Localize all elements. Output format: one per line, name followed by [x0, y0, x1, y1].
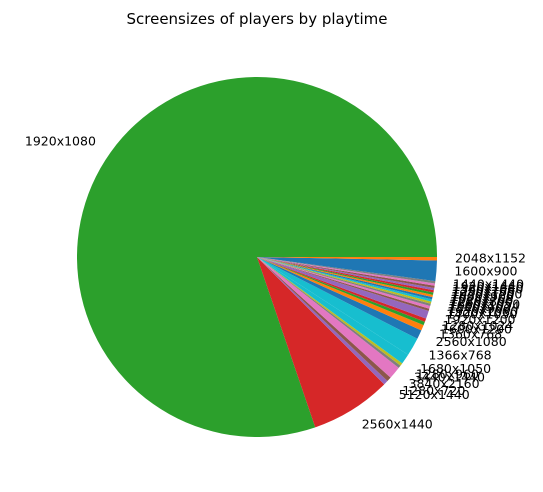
- pie-slice-label-8: 1366x768: [429, 347, 492, 362]
- pie-slice-14: [257, 257, 430, 312]
- pie-slice-1: [257, 257, 385, 428]
- pie-slice-label-21: 1600x900: [451, 289, 514, 304]
- pie-slice-19: [257, 257, 433, 300]
- pie-slice-3: [257, 257, 391, 382]
- pie-slice-label-12: 1280x1024: [442, 318, 513, 333]
- pie-slice-label-27: 1600x900: [454, 264, 517, 279]
- pie-slice-label-16: 1440x900: [448, 301, 511, 316]
- pie-slice-20: [257, 257, 433, 298]
- pie-slice-label-24: 1360x1080: [452, 281, 523, 296]
- pie-slice-2: [257, 257, 388, 385]
- pie-slice-label-18: 1680x1050: [449, 296, 520, 311]
- pie-slice-18: [257, 257, 432, 302]
- pie-slice-label-14: 1400x1050: [446, 307, 517, 322]
- pie-slice-16: [257, 257, 431, 307]
- pie-slice-label-25: 1920x1440: [453, 279, 524, 294]
- pie-slice-label-23: 1280x768: [452, 284, 515, 299]
- pie-slice-4: [257, 257, 399, 378]
- pie-slice-12: [257, 257, 427, 322]
- pie-slice-5: [257, 257, 401, 368]
- pie-slice-21: [257, 257, 434, 295]
- pie-slices: [77, 77, 437, 438]
- pie-slice-label-15: 1920x1080: [447, 304, 518, 319]
- pie-slice-27: [257, 257, 437, 282]
- pie-slice-label-9: 2560x1080: [436, 334, 507, 349]
- pie-slice-label-3: 1280x720: [402, 383, 465, 398]
- pie-slice-24: [257, 257, 435, 289]
- pie-slice-label-0: 1920x1080: [25, 133, 96, 148]
- pie-slice-label-13: 1920x1200: [444, 312, 515, 327]
- pie-slice-6: [257, 257, 403, 366]
- pie-slice-9: [257, 257, 422, 339]
- pie-slice-label-11: 1600x1200: [441, 322, 512, 337]
- pie-slice-label-22: 1920x1200: [451, 286, 522, 301]
- pie-slice-11: [257, 257, 425, 326]
- pie-slice-label-4: 3840x2160: [409, 376, 480, 391]
- pie-labels: 1920x1080 2560x1440 5120x14401280x7203840x…: [25, 133, 526, 431]
- pie-slice-label-5: 3440x1440: [414, 369, 485, 384]
- pie-slice-13: [257, 257, 429, 319]
- pie-slice-label-1: 2560x1440: [362, 417, 433, 432]
- pie-slice-15: [257, 257, 431, 309]
- pie-slice-17: [257, 257, 432, 304]
- pie-slice-25: [257, 257, 436, 286]
- pie-slice-label-20: 1024x768: [450, 291, 513, 306]
- pie-slice-8: [257, 257, 418, 355]
- pie-slice-22: [257, 257, 434, 293]
- pie-slice-7: [257, 257, 409, 364]
- pie-slice-label-17: 1600x1024: [449, 299, 520, 314]
- pie-slice-0: [77, 77, 437, 438]
- pie-slice-label-26: 1440x1440: [453, 276, 524, 291]
- pie-slice-label-28: 2048x1152: [455, 250, 526, 265]
- pie-slice-label-19: 1280x800: [450, 294, 513, 309]
- pie-slice-label-7: 1680x1050: [420, 361, 491, 376]
- chart-title: Screensizes of players by playtime: [126, 10, 387, 28]
- pie-slice-26: [257, 257, 436, 284]
- pie-slice-28: [257, 257, 437, 261]
- pie-slice-label-6: 1280x960: [416, 367, 479, 382]
- pie-slice-label-10: 1360x768: [439, 326, 502, 341]
- pie-slice-23: [257, 257, 435, 291]
- pie-slice-label-2: 5120x1440: [399, 387, 470, 402]
- pie-slice-10: [257, 257, 424, 331]
